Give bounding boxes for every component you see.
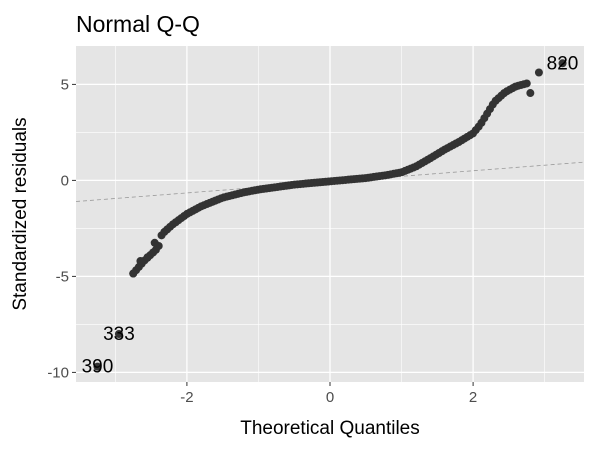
chart-title: Normal Q-Q xyxy=(76,11,200,37)
y-tick-label: -10 xyxy=(47,364,69,381)
x-tick-label: 2 xyxy=(469,389,477,406)
outlier-label: 333 xyxy=(103,324,135,345)
data-points xyxy=(93,59,567,371)
grid-lines xyxy=(76,46,584,382)
x-tick-label: -2 xyxy=(180,389,193,406)
residual-point xyxy=(136,257,145,266)
outlier-label: 820 xyxy=(547,53,579,74)
residual-point xyxy=(522,79,531,88)
x-axis-title: Theoretical Quantiles xyxy=(240,418,420,439)
residual-point xyxy=(143,253,152,262)
residual-point xyxy=(534,68,543,77)
outlier-point xyxy=(558,59,567,68)
outlier-point xyxy=(93,362,102,371)
outlier-label: 390 xyxy=(82,357,114,378)
axis-ticks: -2 0 2 -10 -5 0 5 xyxy=(47,76,477,406)
residual-point xyxy=(129,269,138,278)
y-tick-label: -5 xyxy=(56,268,69,285)
outlier-labels: 820 333 390 xyxy=(82,53,579,377)
y-tick-label: 5 xyxy=(61,76,69,93)
residual-point xyxy=(526,89,535,98)
outlier-point xyxy=(114,330,123,338)
residual-point xyxy=(150,238,159,247)
x-tick-label: 0 xyxy=(326,389,334,406)
y-axis-title: Standardized residuals xyxy=(10,117,31,310)
y-tick-label: 0 xyxy=(61,172,69,189)
